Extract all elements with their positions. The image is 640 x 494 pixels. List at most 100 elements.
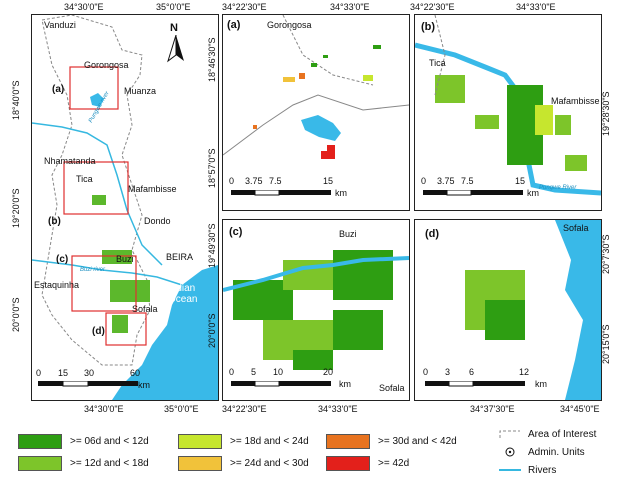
place-nhamatanda: Nhamatanda [44,156,96,166]
admin-unit-icon [505,447,515,457]
panel-b-river-label: Pungwe River [539,185,577,191]
overview-bottom-tick-2: 35°0'0"E [164,404,199,414]
overview-flood-patches [92,195,150,333]
panel-a: (a) Gorongosa 0 3.75 7.5 15 km [222,14,410,211]
panel-d-flood [465,270,525,340]
overview-scale-15: 15 [58,368,69,378]
panel-d-scale-2: 6 [469,367,475,377]
panel-c-bottom-tick-1: 34°22'30"E [222,404,267,414]
panel-d: (d) Sofala 0 3 6 12 km [414,219,602,401]
overview-map: 34°30'0"E 35°0'0"E Vanduzi Gorongosa Mua… [0,0,220,420]
place-estaquinha: Estaquinha [34,280,80,290]
panel-d-scale-1: 3 [445,367,451,377]
panel-c-scale-3: 20 [323,367,334,377]
panel-c: (c) Buzi Sofala 0 5 10 20 km [222,219,410,401]
panel-b-scale-bar: 0 3.75 7.5 15 km [421,177,541,207]
study-box-b [63,161,129,215]
panel-a-top-tick-1: 34°22'30"E [222,2,267,12]
panel-a-water [301,115,341,141]
legend-label-3: >= 18d and < 24d [230,436,309,447]
ocean-label: Indian Ocean [168,283,198,305]
panel-b-label: (b) [421,21,436,33]
place-tica: Tica [76,174,93,184]
panel-d-bottom-tick-2: 34°45'0"E [560,404,600,414]
place-gorongosa: Gorongosa [84,60,129,70]
panel-d-label: (d) [425,228,440,240]
overview-top-tick-2: 35°0'0"E [156,2,191,12]
panel-a-place-gorongosa: Gorongosa [267,20,312,30]
river-label-buzi: Buzi river [80,267,106,273]
legend-label-2: >= 12d and < 18d [70,458,149,469]
panel-b-svg [415,15,601,196]
panel-b-top-tick-2: 34°33'0"E [516,2,556,12]
overview-scale-bar: 0 15 30 60 km [36,367,206,397]
overview-bottom-tick-1: 34°30'0"E [84,404,124,414]
overview-left-tick-3: 20°0'0"S [11,297,21,332]
panel-b-right-tick-1: 19°28'30"S [601,91,611,136]
panel-c-svg [223,250,409,370]
legend-class-3: >= 18d and < 24d [178,434,309,449]
place-beira: BEIRA [166,252,194,262]
panel-b-scale-0: 0 [421,176,427,186]
legend-symbol-admin: Admin. Units [498,446,585,458]
legend-class-6: >= 42d [326,456,409,471]
lake-urema [90,93,104,107]
place-muanza: Muanza [124,86,157,96]
legend-label-6: >= 42d [378,458,410,469]
panel-c-scale-bar: 0 5 10 20 km [229,368,359,398]
panel-c-bottom-tick-2: 34°33'0"E [318,404,358,414]
area-of-interest-boundary [41,15,151,366]
place-vanduzi: Vanduzi [44,20,76,30]
panel-d-bottom-tick-1: 34°37'30"E [470,404,515,414]
pungwe-river-line [32,122,163,266]
panel-d-right-tick-2: 20°15'0"S [601,324,611,364]
overview-left-tick-2: 19°20'0"S [11,188,21,228]
dashed-boundary-icon [499,430,520,438]
panel-c-scale-unit: km [339,379,351,389]
overview-svg [32,15,218,400]
legend-class-2: >= 12d and < 18d [18,456,149,471]
legend: >= 06d and < 12d >= 12d and < 18d >= 18d… [10,426,635,490]
panel-d-scale-3: 12 [519,367,530,377]
panel-d-svg [465,220,601,400]
panel-a-flood [253,45,381,159]
overview-frame: Vanduzi Gorongosa Muanza Nhamatanda Tica… [31,14,219,401]
overview-top-tick-1: 34°30'0"E [64,2,104,12]
panel-c-left-tick-2: 20°0'0"S [207,313,217,348]
panel-b: (b) Tica Mafambisse Pungwe River 0 3.75 … [414,14,602,211]
study-box-d [105,312,147,346]
panel-b-place-mafambisse: Mafambisse [551,96,600,106]
panel-a-left-tick-2: 18°57'0"S [207,148,217,188]
legend-label-4: >= 24d and < 30d [230,458,309,469]
box-label-a: (a) [52,84,65,95]
panel-b-place-tica: Tica [429,58,446,68]
legend-class-5: >= 30d and < 42d [326,434,457,449]
legend-swatch-5 [326,434,370,449]
panel-a-scale-1: 3.75 [245,176,263,186]
panel-a-label: (a) [227,19,241,31]
place-sofala: Sofala [132,304,158,314]
river-line-icon [499,469,521,471]
panel-b-top-tick-1: 34°22'30"E [410,2,455,12]
overview-left-tick-1: 18°40'0"S [11,80,21,120]
north-label: N [170,22,178,34]
panel-d-scale-bar: 0 3 6 12 km [423,368,553,398]
panel-d-scale-unit: km [535,379,547,389]
panel-c-place-buzi: Buzi [339,229,357,239]
panel-a-left-tick-1: 18°46'30"S [207,37,217,82]
panel-d-scale-0: 0 [423,367,429,377]
overview-scale-unit: km [138,380,150,390]
panel-a-scale-bar: 0 3.75 7.5 15 km [229,177,389,207]
legend-class-4: >= 24d and < 30d [178,456,309,471]
box-label-d: (d) [92,326,105,337]
panel-d-ocean [555,220,601,400]
panel-a-scale-unit: km [335,188,347,198]
ocean-area [112,265,218,400]
overview-scale-0: 0 [36,368,42,378]
panel-a-scale-0: 0 [229,176,235,186]
legend-label-1: >= 06d and < 12d [70,436,149,447]
legend-swatch-2 [18,456,62,471]
panel-c-scale-2: 10 [273,367,284,377]
panel-a-scale-3: 15 [323,176,334,186]
legend-symbol-rivers: Rivers [498,464,556,476]
